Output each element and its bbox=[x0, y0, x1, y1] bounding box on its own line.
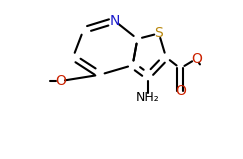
Text: NH₂: NH₂ bbox=[136, 91, 160, 104]
Text: S: S bbox=[155, 26, 163, 40]
Text: O: O bbox=[175, 84, 186, 98]
Text: O: O bbox=[191, 52, 202, 66]
Text: N: N bbox=[109, 14, 120, 28]
Text: O: O bbox=[55, 74, 66, 88]
